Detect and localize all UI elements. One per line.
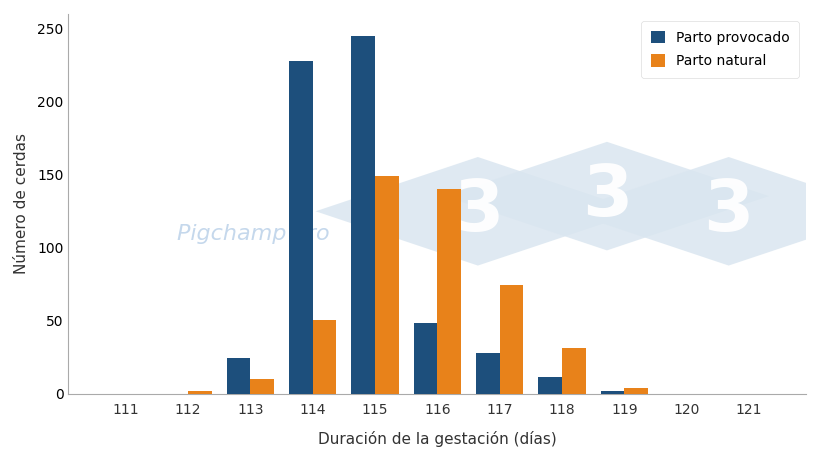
X-axis label: Duración de la gestación (días): Duración de la gestación (días): [318, 431, 556, 447]
Polygon shape: [315, 157, 640, 266]
Bar: [475, 353, 499, 394]
Bar: [188, 390, 211, 394]
Text: Pigchamp Pro: Pigchamp Pro: [176, 224, 328, 244]
Bar: [250, 379, 274, 394]
Bar: [288, 60, 312, 394]
Polygon shape: [566, 157, 819, 266]
Bar: [537, 378, 561, 394]
Y-axis label: Número de cerdas: Número de cerdas: [14, 133, 29, 274]
Bar: [623, 388, 647, 394]
Polygon shape: [444, 142, 768, 250]
Text: 3: 3: [581, 162, 631, 230]
Bar: [600, 390, 623, 394]
Text: 3: 3: [452, 177, 502, 246]
Bar: [374, 176, 398, 394]
Bar: [226, 359, 250, 394]
Legend: Parto provocado, Parto natural: Parto provocado, Parto natural: [640, 21, 799, 78]
Bar: [413, 324, 437, 394]
Text: 3: 3: [703, 177, 753, 246]
Bar: [561, 348, 585, 394]
Bar: [437, 189, 460, 394]
Bar: [312, 320, 336, 394]
Bar: [499, 285, 523, 394]
Bar: [351, 36, 374, 394]
